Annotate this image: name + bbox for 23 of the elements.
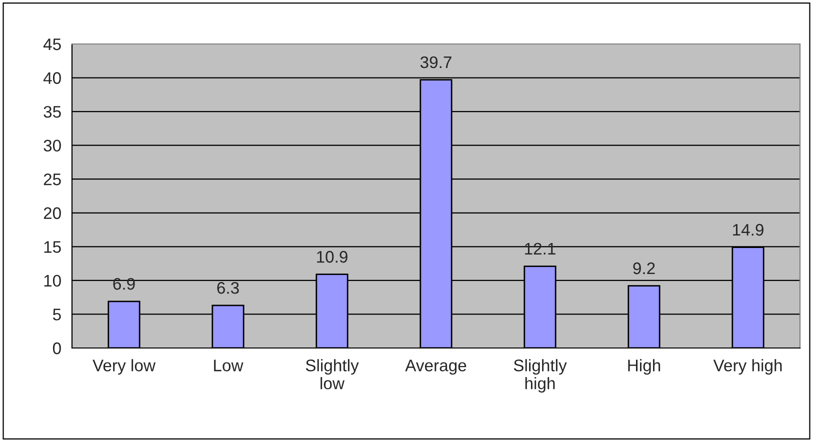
x-tick-label: Average <box>405 360 466 375</box>
x-tick-label: Low <box>214 360 244 372</box>
y-tick-label: 10 <box>44 274 61 287</box>
data-label: 9.2 <box>633 262 655 274</box>
y-tick-label: 0 <box>52 342 61 354</box>
data-label: 6.3 <box>217 282 239 294</box>
x-tick-label: Very low <box>92 359 156 375</box>
y-tick-label: 25 <box>44 174 61 186</box>
y-tick-label: 40 <box>43 72 61 84</box>
data-label: 6.9 <box>113 278 135 290</box>
x-tick-label: Slightly high <box>514 359 567 393</box>
y-tick-label: 45 <box>43 38 61 50</box>
y-tick-label: 20 <box>44 207 61 220</box>
data-label: 10.9 <box>317 250 348 263</box>
y-tick-label: 5 <box>52 308 61 320</box>
x-tick-label: High <box>628 359 660 375</box>
x-tick-label: Slightly low <box>306 359 359 390</box>
y-tick-label: 30 <box>44 140 61 152</box>
y-tick-label: 15 <box>44 241 61 253</box>
x-tick-label: Very high <box>713 359 782 375</box>
data-label: 14.9 <box>733 224 764 236</box>
y-tick-label: 35 <box>44 106 61 118</box>
data-label: 39.7 <box>420 56 452 68</box>
